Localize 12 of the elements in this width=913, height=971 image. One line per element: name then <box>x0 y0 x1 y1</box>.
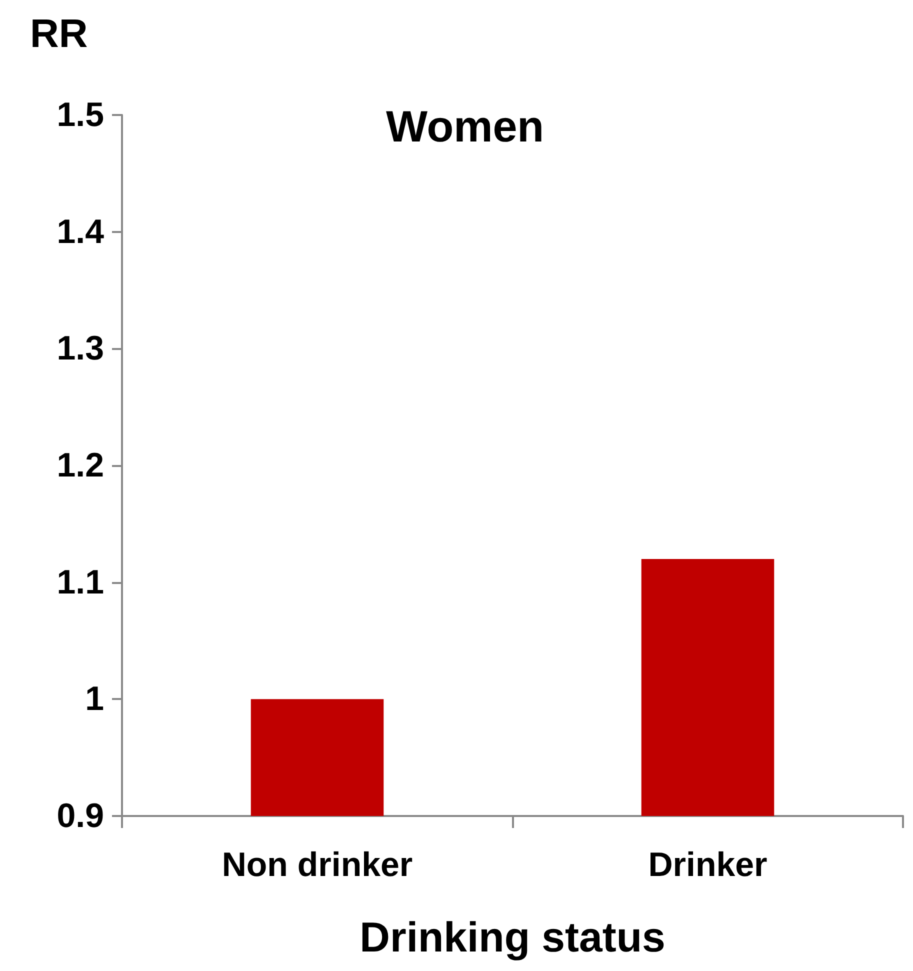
y-tick-label: 1.5 <box>56 96 104 134</box>
x-tick-label: Non drinker <box>222 846 413 884</box>
y-tick-label: 1.4 <box>56 212 104 251</box>
x-axis-title: Drinking status <box>360 914 666 960</box>
x-tick-label: Drinker <box>648 846 768 884</box>
y-tick-label: 1.1 <box>56 563 104 602</box>
y-tick-label: 1.2 <box>56 446 104 484</box>
y-tick-label: 1 <box>85 680 104 718</box>
chart-title: Women <box>386 102 544 152</box>
y-tick-label: 0.9 <box>56 797 104 835</box>
y-tick-label: 1.3 <box>56 330 104 368</box>
y-axis-title: RR <box>30 12 88 56</box>
